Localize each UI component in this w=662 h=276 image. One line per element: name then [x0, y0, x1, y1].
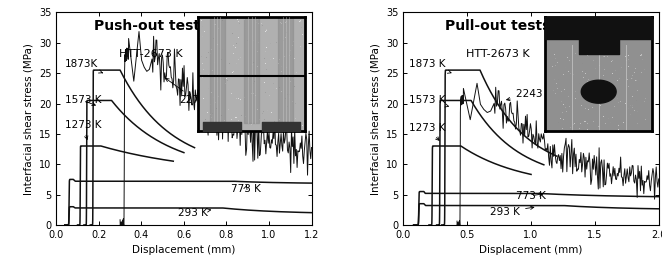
Text: 773 K: 773 K [516, 191, 545, 201]
Text: 2273K: 2273K [166, 78, 213, 105]
Text: HTT-2673 K: HTT-2673 K [466, 49, 530, 59]
Text: 293 K: 293 K [177, 208, 211, 218]
Text: 293 K: 293 K [491, 206, 534, 217]
Text: Pull-out tests: Pull-out tests [445, 19, 551, 33]
X-axis label: Displacement (mm): Displacement (mm) [132, 245, 236, 255]
Text: 1873 K: 1873 K [408, 59, 451, 73]
Text: 1273 K: 1273 K [408, 123, 445, 140]
Text: 1573 K: 1573 K [65, 95, 101, 105]
Text: 1273 K: 1273 K [65, 120, 101, 139]
Y-axis label: Interfacial shear stress (MPa): Interfacial shear stress (MPa) [371, 43, 381, 195]
Text: 2243 K: 2243 K [506, 89, 552, 101]
Text: Push-out tests: Push-out tests [93, 19, 208, 33]
Y-axis label: Interfacial shear stress (MPa): Interfacial shear stress (MPa) [23, 43, 33, 195]
Text: HTT-2673 K: HTT-2673 K [119, 49, 183, 59]
Text: 773 K: 773 K [230, 184, 261, 193]
Text: 1873K: 1873K [65, 59, 103, 73]
X-axis label: Displacement (mm): Displacement (mm) [479, 245, 583, 255]
Text: 1573 K: 1573 K [408, 95, 448, 107]
